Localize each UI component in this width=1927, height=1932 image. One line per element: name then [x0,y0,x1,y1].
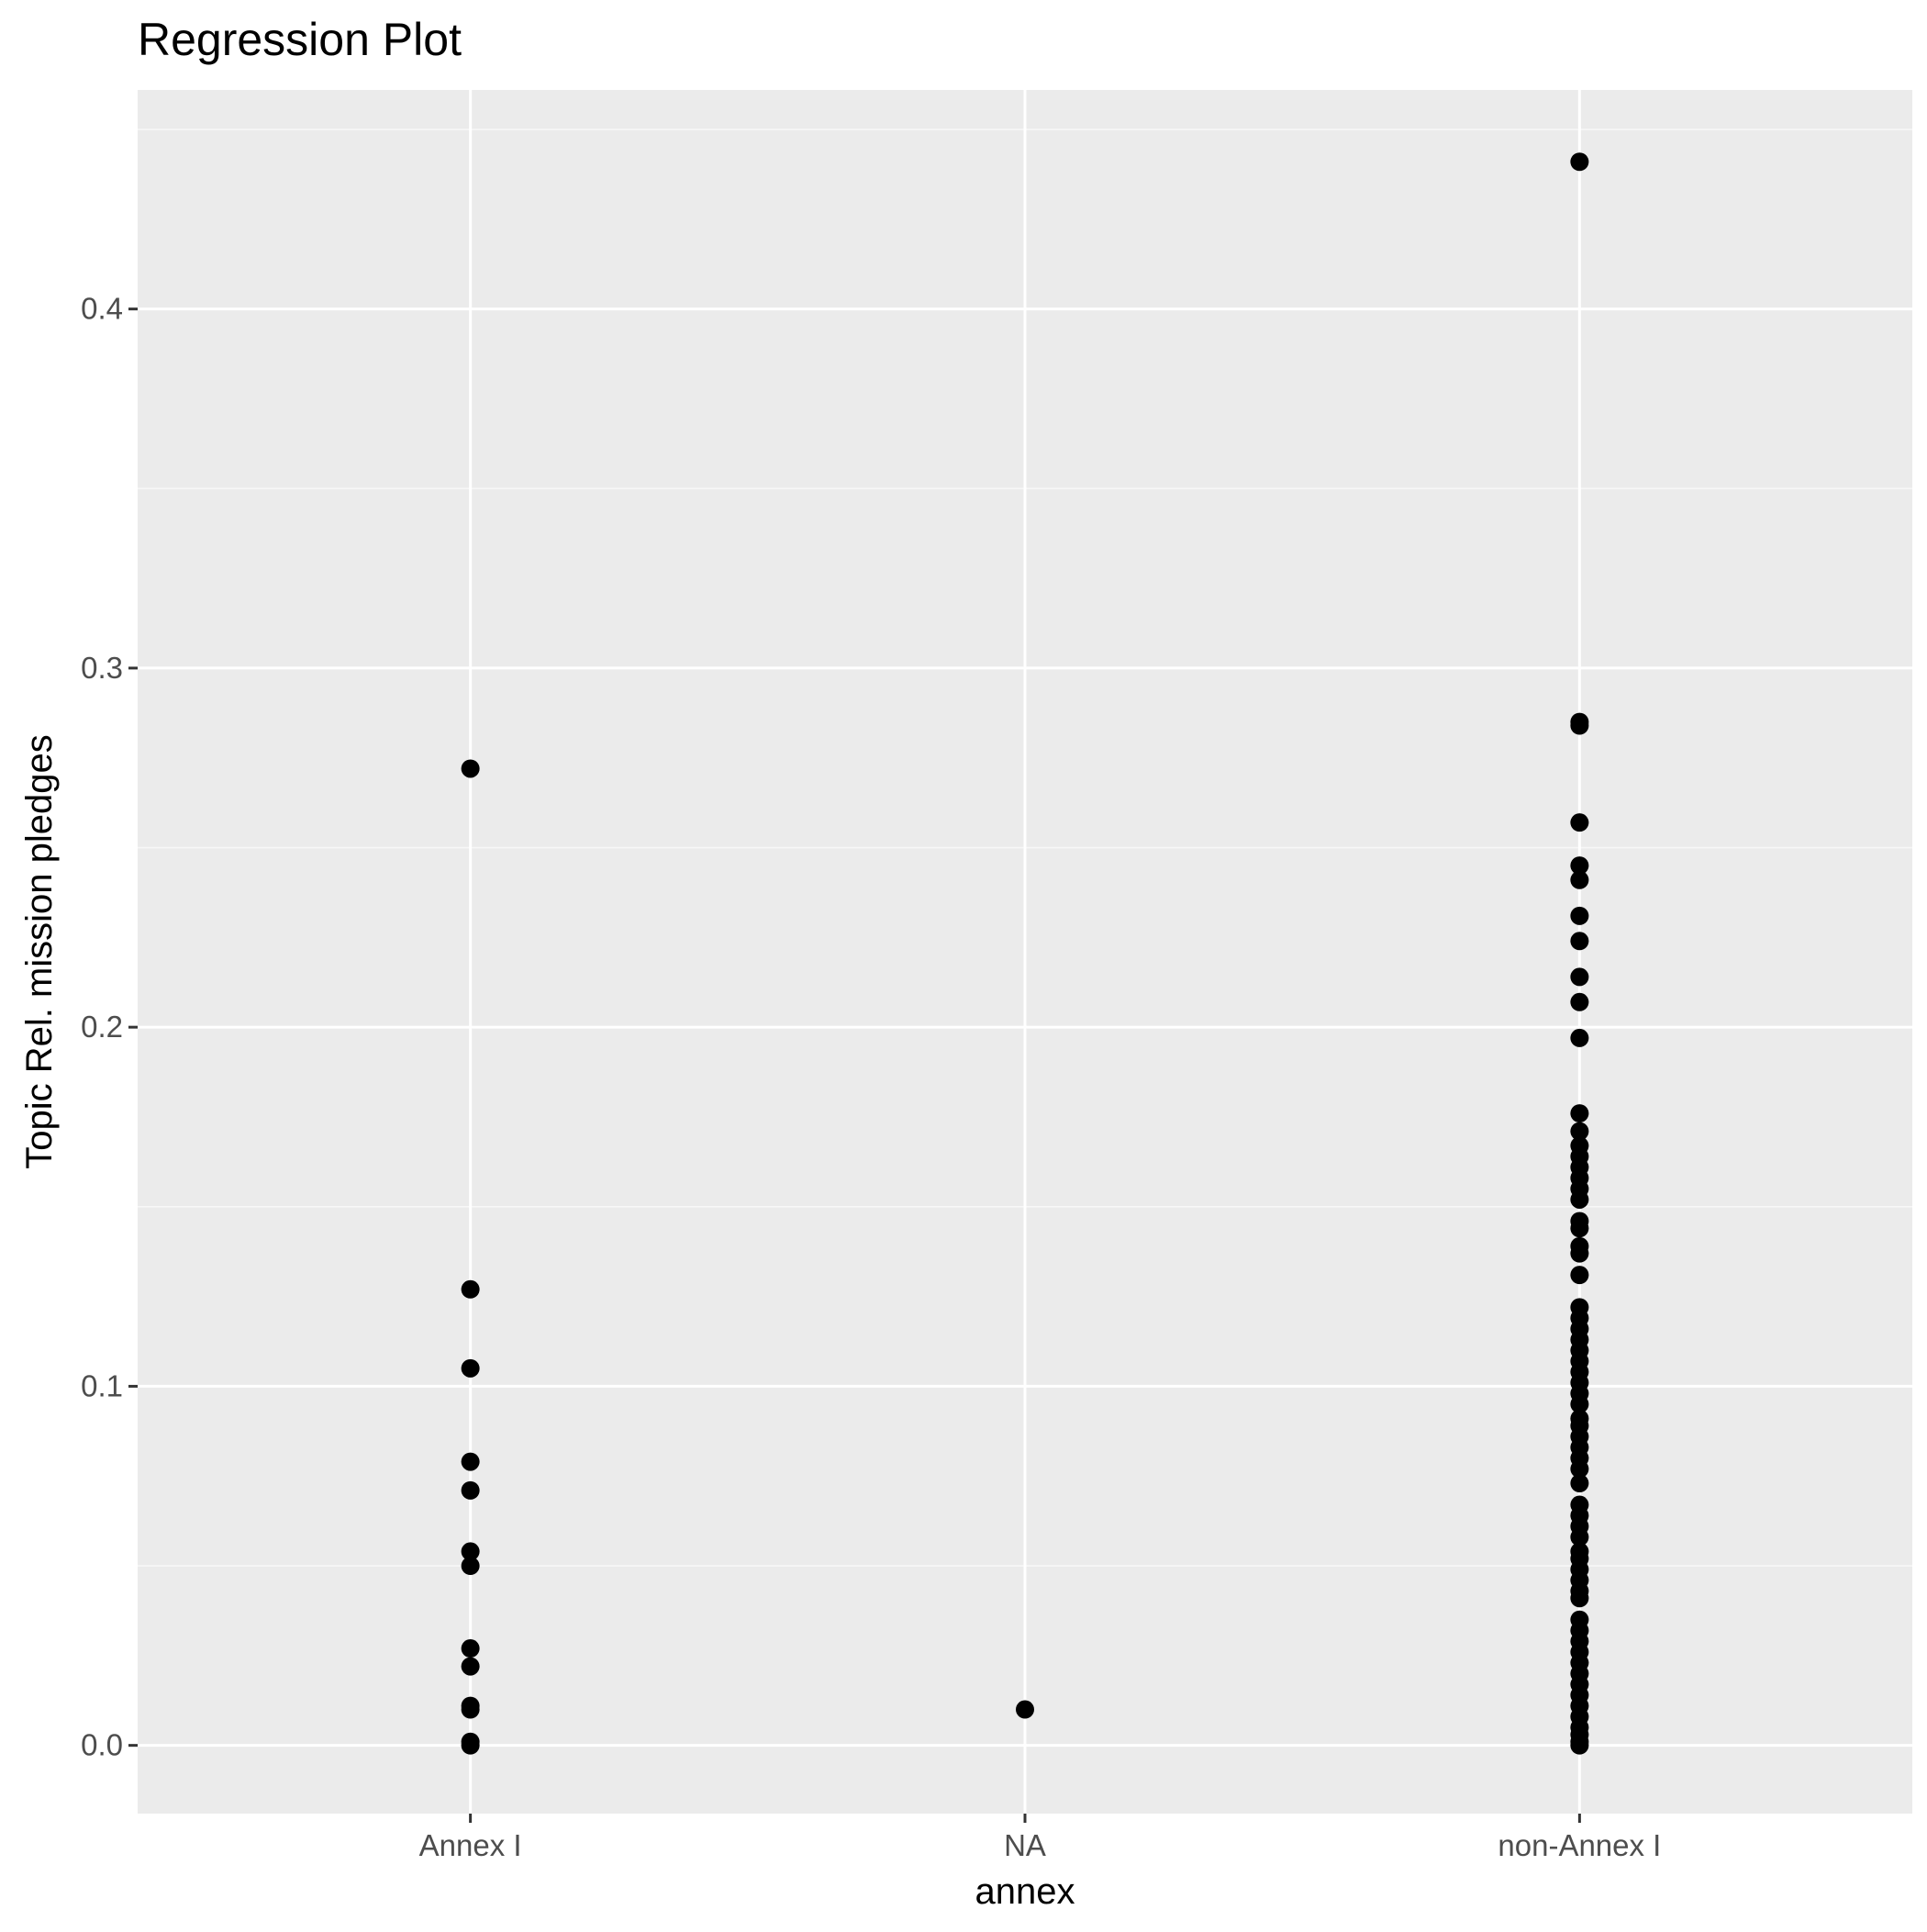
x-tick-label: Annex I [419,1828,522,1862]
data-point [1570,1527,1589,1547]
data-point [1016,1700,1034,1719]
data-point [461,1452,480,1471]
axis-ticks: 0.0 0.1 0.2 0.3 0.4 Annex I NA non-Annex I [81,292,1661,1862]
y-tick-label: 0.2 [81,1010,123,1044]
y-tick-label: 0.4 [81,292,123,326]
data-point [1570,152,1589,172]
data-point [1570,967,1589,987]
data-point [461,1639,480,1658]
data-point [1570,906,1589,925]
data-point [1570,716,1589,735]
data-point [1570,1189,1589,1209]
data-point [1570,992,1589,1011]
data-points [461,152,1589,1755]
data-point [1570,870,1589,889]
data-point [1570,1736,1589,1755]
x-axis-title: annex [975,1871,1075,1912]
data-point [461,1736,480,1755]
grid-lines [138,90,1912,1814]
data-point [461,1358,480,1378]
data-point [1570,1104,1589,1123]
data-point [1570,1394,1589,1413]
data-point [1570,1122,1589,1141]
data-point [461,1700,480,1719]
y-tick-label: 0.1 [81,1368,123,1402]
data-point [1570,856,1589,876]
data-point [1570,1028,1589,1047]
data-point [1570,1244,1589,1263]
data-point [461,1279,480,1299]
y-axis-title: Topic Rel. mission pledges [19,734,60,1169]
data-point [461,1557,480,1576]
data-point [461,759,480,778]
x-tick-label: non-Annex I [1498,1828,1661,1862]
data-point [1570,1219,1589,1238]
data-point [1570,813,1589,832]
data-point [461,1480,480,1500]
data-point [1570,1589,1589,1608]
data-point [1570,932,1589,951]
data-point [461,1542,480,1561]
y-tick-label: 0.3 [81,651,123,685]
y-tick-label: 0.0 [81,1728,123,1762]
chart-title: Regression Plot [138,14,462,65]
data-point [1570,1266,1589,1285]
data-point [1570,1459,1589,1479]
x-tick-label: NA [1004,1828,1046,1862]
data-point [1570,1474,1589,1493]
data-point [461,1657,480,1676]
